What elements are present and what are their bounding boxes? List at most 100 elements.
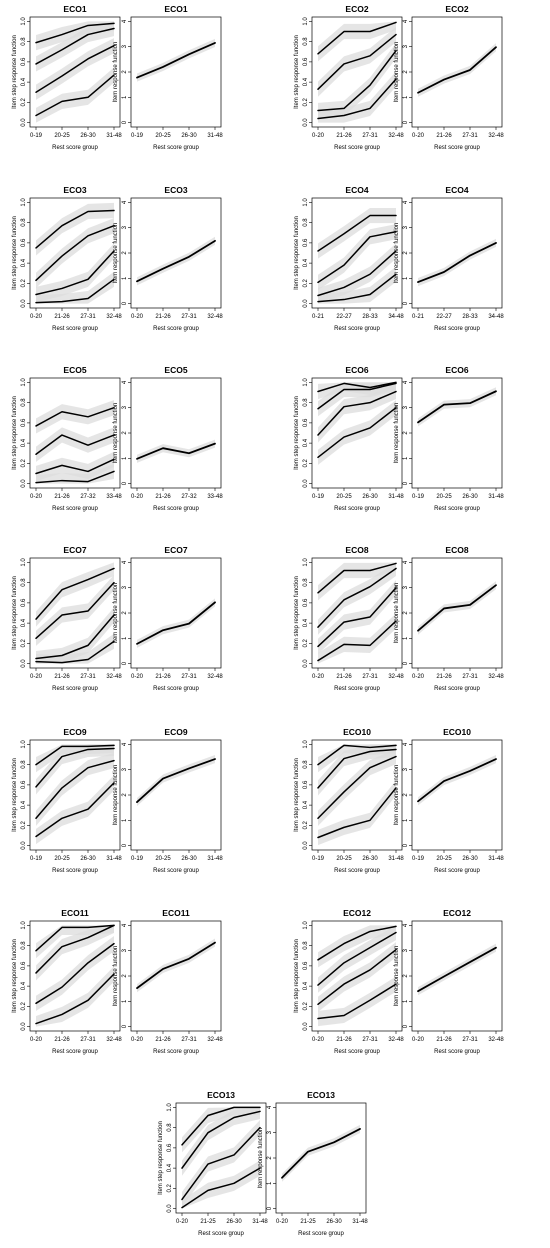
step-response-line-2 [35, 759, 115, 820]
plot-frame [311, 557, 403, 669]
y-tick-label: 0 [403, 120, 409, 124]
x-tick-label: 0-19 [131, 856, 144, 862]
step-response-line-3 [181, 1110, 261, 1169]
x-axis-label: Rest score group [153, 686, 199, 692]
y-tick-label: 0.4 [303, 258, 309, 267]
x-tick-label: 0-20 [276, 1219, 289, 1225]
panel-eco1-step: ECO1 0.0 0.2 0.4 0.6 0.8 1.0 0-19 20-25 26-30 31-4… [12, 4, 122, 151]
y-axis-label: Item response function [394, 946, 400, 1007]
x-tick-label: 31-48 [388, 856, 404, 862]
y-tick-label: 3 [122, 948, 128, 952]
x-tick-label: 26-30 [326, 1219, 342, 1225]
x-tick-label: 0-19 [312, 494, 325, 500]
panel-title: ECO9 [164, 727, 187, 737]
y-tick-label: 0.6 [303, 238, 309, 247]
y-tick-label: 4 [403, 19, 409, 23]
confidence-band [318, 925, 396, 993]
confidence-band [318, 26, 396, 97]
y-tick-label: 0.4 [303, 77, 309, 86]
y-axis-label: Item step response function [158, 1121, 164, 1195]
x-tick-label: 27-31 [181, 314, 197, 320]
x-tick-label: 0-20 [312, 674, 325, 680]
x-tick-label: 0-20 [30, 674, 43, 680]
confidence-band [36, 562, 114, 627]
x-axis-label: Rest score group [434, 326, 480, 332]
y-axis-label: Item step response function [12, 758, 18, 832]
y-tick-label: 0.8 [21, 578, 27, 587]
step-response-line-1 [317, 620, 397, 662]
panel-title: ECO3 [63, 185, 86, 195]
confidence-band [36, 400, 114, 434]
y-tick-label: 0 [403, 843, 409, 847]
y-tick-label: 3 [403, 767, 409, 771]
x-tick-label: 32-48 [106, 674, 122, 680]
y-tick-label: 2 [122, 70, 128, 74]
x-tick-label: 21-26 [155, 314, 171, 320]
confidence-band [36, 451, 114, 482]
y-tick-label: 0.2 [303, 821, 309, 830]
y-tick-label: 0.6 [21, 780, 27, 789]
confidence-band [418, 43, 496, 97]
x-axis-label: Rest score group [153, 868, 199, 874]
plot-frame [311, 377, 403, 489]
step-response-line-3 [317, 230, 397, 284]
y-tick-label: 0 [122, 120, 128, 124]
x-tick-label: 26-30 [462, 856, 478, 862]
confidence-band [36, 753, 114, 826]
confidence-band [182, 1160, 260, 1209]
x-axis-label: Rest score group [334, 326, 380, 332]
x-tick-label: 32-48 [388, 1037, 404, 1043]
x-tick-label: 0-20 [131, 314, 144, 320]
y-tick-label: 0 [122, 661, 128, 665]
step-response-line-3 [317, 382, 397, 410]
plot-frame [130, 920, 222, 1032]
x-tick-label: 0-19 [312, 856, 325, 862]
confidence-band [318, 383, 396, 443]
y-tick-label: 0 [122, 301, 128, 305]
item-response-line [417, 241, 497, 283]
y-tick-label: 0.2 [21, 821, 27, 830]
panel-title: ECO9 [63, 727, 86, 737]
x-tick-label: 27-31 [362, 1037, 378, 1043]
x-tick-label: 21-26 [336, 1037, 352, 1043]
x-tick-label: 0-19 [30, 856, 43, 862]
x-tick-label: 20-25 [155, 133, 171, 139]
y-tick-label: 2 [403, 611, 409, 615]
x-tick-label: 21-25 [300, 1219, 316, 1225]
panel-eco4-irf: ECO4 0 1 2 3 4 0-21 22-27 28-33 34-48 Rest score g… [394, 185, 504, 332]
y-tick-label: 0.4 [21, 438, 27, 447]
step-response-line-1 [35, 278, 115, 304]
x-axis-label: Rest score group [434, 868, 480, 874]
y-axis-label: Item step response function [294, 758, 300, 832]
y-axis-label: Item step response function [12, 35, 18, 109]
y-axis-label: Item response function [394, 765, 400, 826]
y-tick-label: 0.0 [21, 659, 27, 668]
x-axis-label: Rest score group [434, 506, 480, 512]
x-tick-label: 21-26 [155, 1037, 171, 1043]
confidence-band [36, 202, 114, 256]
plot-frame [130, 377, 222, 489]
y-tick-label: 3 [122, 405, 128, 409]
x-tick-label: 22-27 [436, 314, 452, 320]
item-response-line [136, 42, 216, 79]
y-tick-label: 2 [122, 793, 128, 797]
x-tick-label: 31-48 [388, 494, 404, 500]
panel-eco12-irf: ECO12 0 1 2 3 4 0-20 21-26 27-31 32-48 Rest score … [394, 908, 504, 1055]
x-axis-label: Rest score group [52, 868, 98, 874]
y-tick-label: 0.2 [21, 279, 27, 288]
y-axis-label: Item step response function [294, 35, 300, 109]
confidence-band [418, 755, 496, 806]
confidence-band [36, 218, 114, 288]
x-tick-label: 26-30 [362, 494, 378, 500]
confidence-band [36, 21, 114, 51]
panel-eco5-step: ECO5 0.0 0.2 0.4 0.6 0.8 1.0 0-20 21-26 27-32 33-4… [12, 365, 122, 512]
panel-eco6-step: ECO6 0.0 0.2 0.4 0.6 0.8 1.0 0-19 20-25 26-30 31-4… [294, 365, 404, 512]
x-tick-label: 0-20 [131, 1037, 144, 1043]
x-tick-label: 0-20 [176, 1219, 189, 1225]
x-tick-label: 21-25 [200, 1219, 216, 1225]
x-tick-label: 21-26 [155, 674, 171, 680]
step-response-line-2 [317, 586, 397, 648]
confidence-band [36, 936, 114, 1011]
step-response-line-1 [317, 406, 397, 459]
y-tick-label: 0.2 [21, 98, 27, 107]
